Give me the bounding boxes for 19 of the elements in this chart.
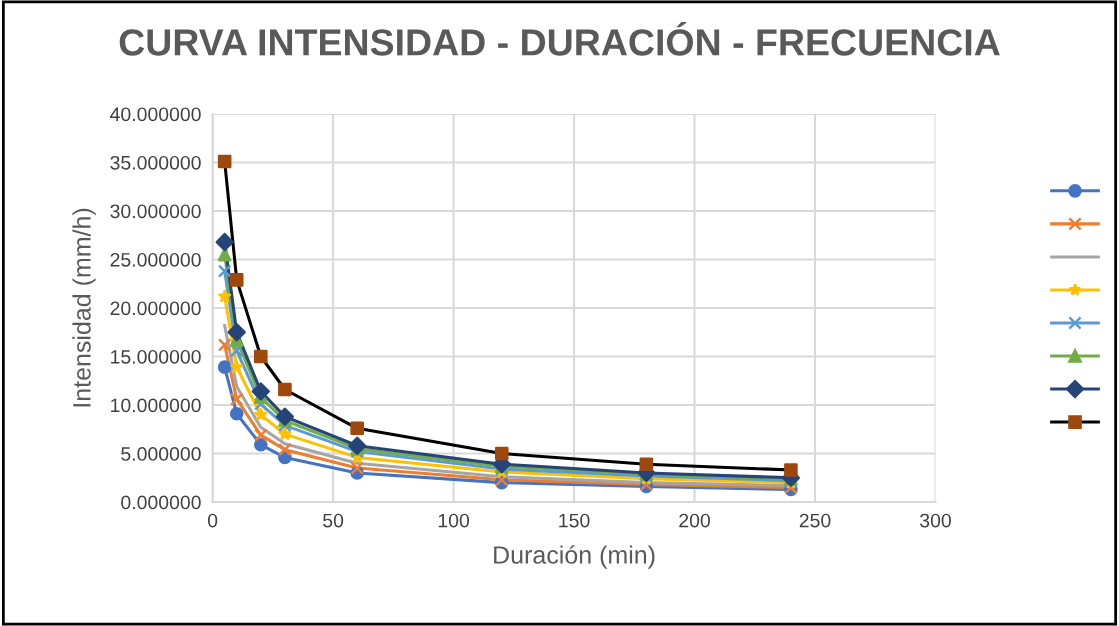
y-tick-label: 15.000000	[111, 349, 201, 364]
y-tick-label: 20.000000	[110, 301, 201, 316]
y-tick-label: 25.000000	[110, 252, 201, 267]
x-tick-label: 150	[559, 513, 590, 528]
x-tick-label: 300	[920, 513, 951, 528]
x-tick-label: 50	[323, 513, 344, 528]
x-axis-title: Duración (min)	[494, 545, 655, 569]
y-tick-label: 5.000000	[121, 447, 201, 461]
y-tick-label: 10.000000	[111, 398, 201, 413]
x-tick-label: 0	[207, 513, 218, 528]
chart-title: CURVA INTENSIDAD - DURACIÓN - FRECUENCIA	[119, 22, 1000, 56]
y-tick-label: 35.000000	[110, 155, 201, 170]
y-tick-label: 40.000000	[110, 107, 201, 122]
x-tick-label: 250	[799, 513, 831, 528]
y-tick-label: 30.000000	[110, 204, 201, 219]
y-axis-title: Intensidad (mm/h)	[72, 208, 96, 407]
y-tick-label: 0.000000	[121, 495, 201, 510]
x-tick-label: 100	[438, 513, 470, 528]
x-tick-label: 200	[679, 513, 710, 528]
